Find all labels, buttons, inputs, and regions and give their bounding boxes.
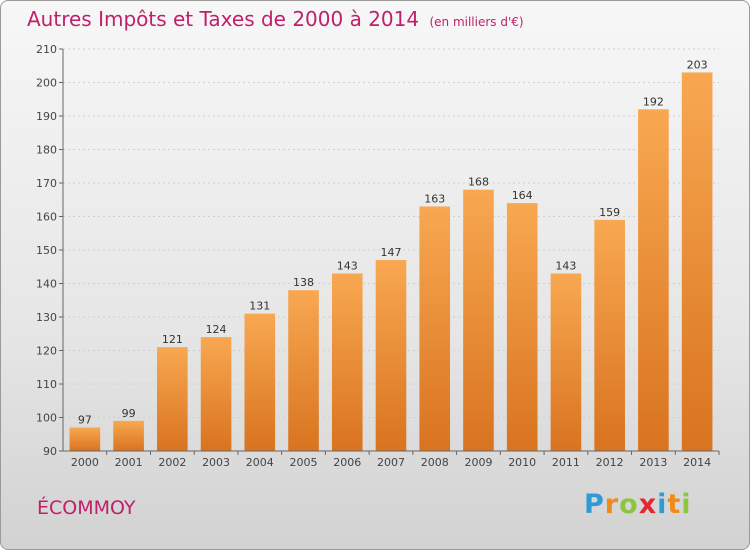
proxiti-logo-letter: i [681,489,692,520]
data-label-2000: 97 [78,414,92,427]
data-label-2007: 147 [381,246,402,259]
bar-2014 [681,72,713,451]
x-tick-label-2014: 2014 [683,456,711,469]
x-tick-label-2004: 2004 [246,456,274,469]
proxiti-logo-letter: o [619,489,639,520]
x-tick-label-2012: 2012 [596,456,624,469]
axis-layer: 90 100 110 120 130 140 150 160 170 180 190 200 210 20… [36,43,720,469]
y-tick-label: 120 [36,345,57,358]
y-tick-label: 190 [36,110,57,123]
y-tick-label: 150 [36,244,57,257]
y-tick-label: 180 [36,144,57,157]
y-tick-label: 90 [43,445,57,458]
x-tick-label-2005: 2005 [290,456,318,469]
data-label-2001: 99 [122,407,136,420]
bar-2001 [113,420,144,451]
y-tick-label: 210 [36,43,57,56]
data-label-2003: 124 [206,323,227,336]
bar-2007 [375,260,407,451]
chart-title-text: Autres Impôts et Taxes de 2000 à 2014 [27,7,420,31]
bar-2012 [594,219,625,451]
bar-2002 [157,347,188,451]
x-tick-label-2010: 2010 [508,456,536,469]
data-label-2005: 138 [293,276,314,289]
y-tick-label: 200 [36,77,57,90]
data-label-2004: 131 [249,300,270,313]
bar-2000 [69,427,101,451]
data-label-2013: 192 [643,95,664,108]
x-tick-label-2001: 2001 [115,456,143,469]
data-label-2010: 164 [512,189,533,202]
x-tick-label-2000: 2000 [71,456,99,469]
y-tick-label: 130 [36,311,57,324]
y-tick-label: 110 [36,378,57,391]
y-tick-label: 160 [36,211,57,224]
place-label: ÉCOMMOY [37,497,136,519]
x-tick-label-2006: 2006 [333,456,361,469]
x-tick-label-2013: 2013 [639,456,667,469]
proxiti-logo: Proxiti [584,489,692,520]
proxiti-logo-letter: i [657,489,668,520]
x-tick-label-2009: 2009 [464,456,492,469]
data-label-2014: 203 [687,58,708,71]
data-label-2011: 143 [555,259,576,272]
y-tick-label: 170 [36,177,57,190]
bar-2005 [288,290,319,451]
bars-layer: 97 99 121 124 131 138 143 147 163 168 164 143 159 192… [69,58,713,452]
data-label-2012: 159 [599,206,620,219]
bar-2003 [200,337,232,451]
proxiti-logo-letter: x [638,489,658,520]
y-tick-label: 100 [36,412,57,425]
x-tick-label-2002: 2002 [158,456,186,469]
data-label-2002: 121 [162,333,183,346]
proxiti-logo-letter: t [667,489,682,520]
data-label-2006: 143 [337,259,358,272]
x-tick-label-2003: 2003 [202,456,230,469]
x-tick-label-2007: 2007 [377,456,405,469]
bar-2010 [506,203,538,451]
x-tick-label-2008: 2008 [421,456,449,469]
bar-2009 [463,189,494,451]
proxiti-logo-letter: r [604,489,620,520]
bar-2006 [331,273,363,451]
data-label-2009: 168 [468,176,489,189]
bar-2008 [419,206,451,451]
chart-title: Autres Impôts et Taxes de 2000 à 2014 (e… [27,7,524,31]
bar-2011 [550,273,582,451]
chart-subtitle: (en milliers d'€) [429,15,524,29]
bar-2004 [244,313,276,451]
data-label-2008: 163 [424,192,445,205]
proxiti-logo-letter: P [584,489,605,520]
bar-2013 [638,109,669,452]
x-tick-label-2011: 2011 [552,456,580,469]
y-tick-label: 140 [36,278,57,291]
